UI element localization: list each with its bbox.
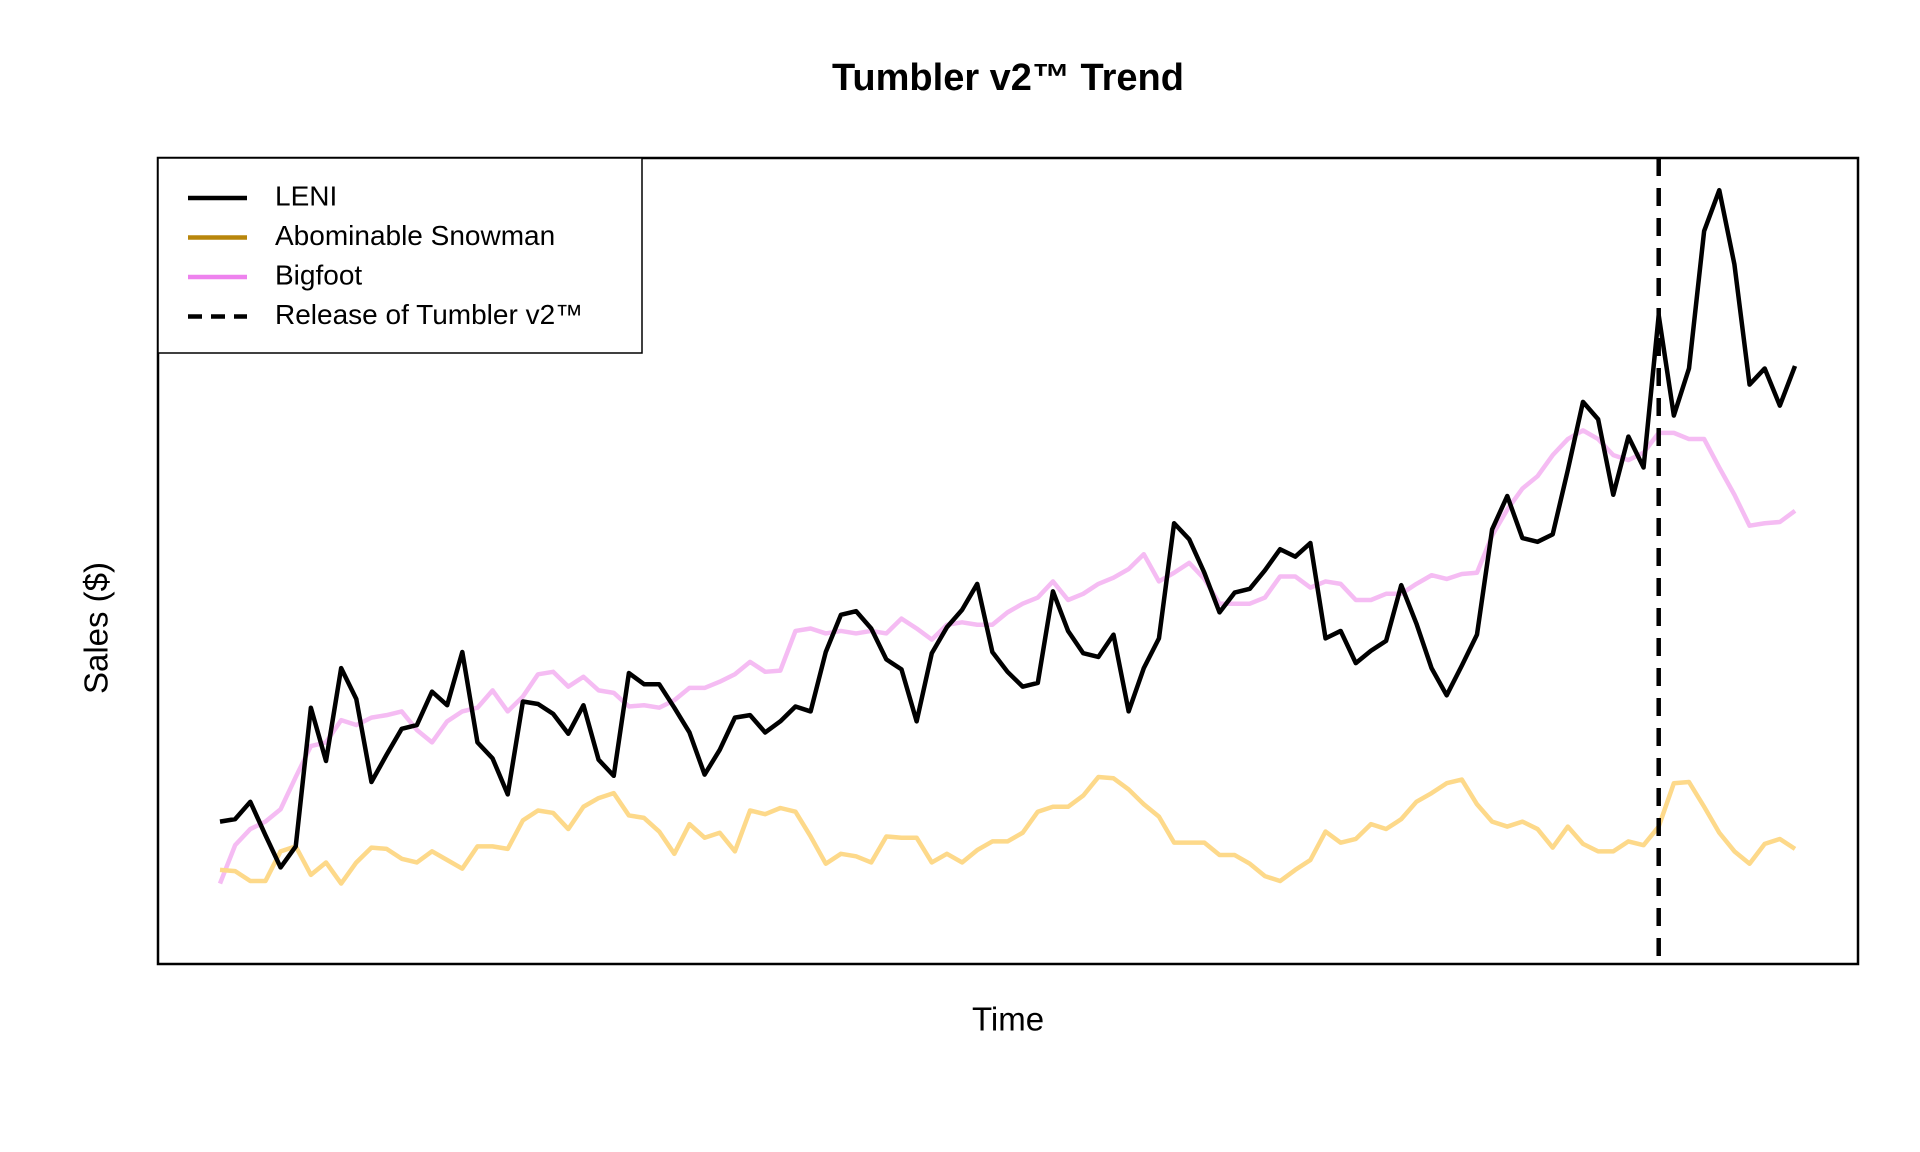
legend-label: Abominable Snowman	[275, 220, 555, 251]
series-line	[219, 774, 1797, 886]
y-axis-label: Sales ($)	[78, 562, 115, 694]
legend-label: Bigfoot	[275, 259, 362, 290]
plot-frame	[156, 156, 1860, 966]
legend-label: Release of Tumbler v2™	[275, 299, 583, 330]
chart-title: Tumbler v2™ Trend	[832, 57, 1184, 99]
series-line	[219, 187, 1798, 870]
legend-label: LENI	[275, 180, 337, 211]
legend-box	[157, 157, 643, 354]
x-axis-label: Time	[972, 1001, 1044, 1038]
series-line	[217, 428, 1797, 885]
